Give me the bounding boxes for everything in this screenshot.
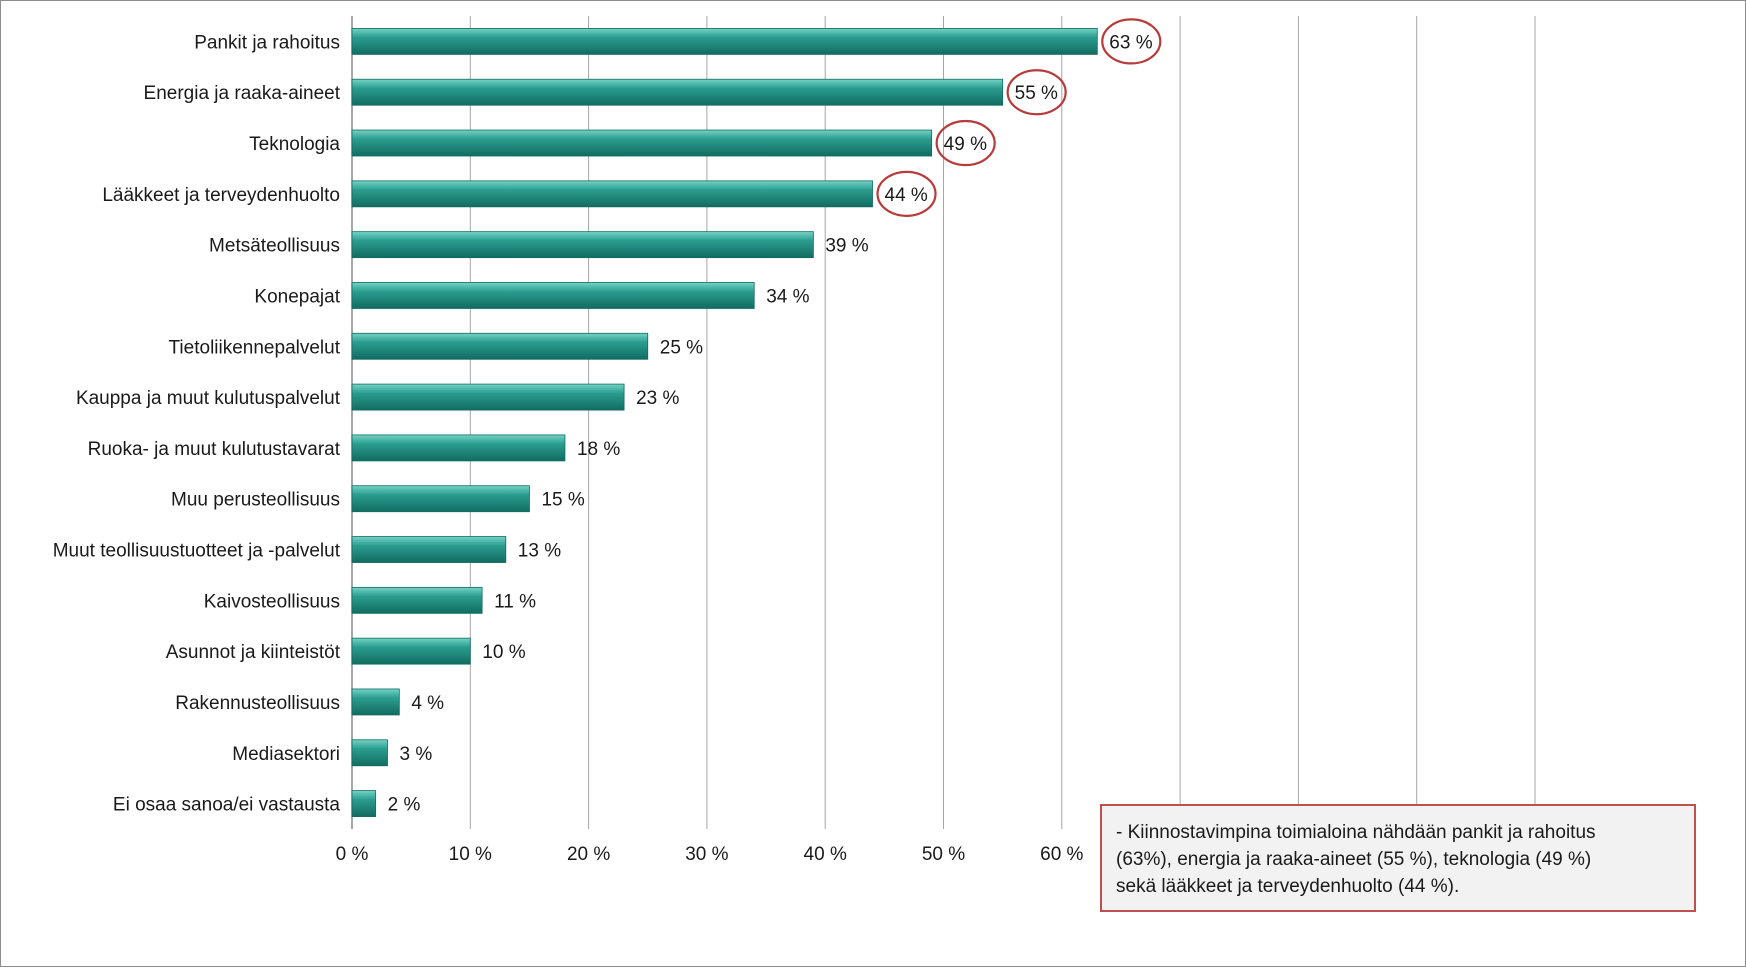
value-label-9: 15 % [541,490,584,511]
x-tick-label-40: 40 % [804,844,847,865]
value-labels: 63 % 55 % 49 % 44 % 39 % 34 % 25 % 23 % 18 % 15 %… [388,18,1162,816]
bar-0 [351,28,1098,55]
value-label-7: 23 % [636,388,679,409]
category-label-0: Pankit ja rahoitus [194,32,340,53]
category-label-14: Mediasektori [232,744,340,765]
category-label-3: Lääkkeet ja terveydenhuolto [102,185,340,206]
bars [351,28,1098,817]
category-label-5: Konepajat [254,286,340,307]
value-label-14: 3 % [399,744,432,765]
value-label-8: 18 % [577,439,620,460]
x-tick-label-30: 30 % [685,844,728,865]
category-label-1: Energia ja raaka-aineet [144,83,341,104]
value-label-11: 11 % [494,591,536,612]
value-label-6: 25 % [660,337,703,358]
bar-1 [351,78,1004,106]
highlight-circle-1 [1006,69,1067,116]
bar-2 [351,129,933,157]
value-label-12: 10 % [482,642,525,663]
category-label-6: Tietoliikennepalvelut [169,337,341,358]
bar-6 [351,332,649,360]
bar-3 [351,180,873,208]
category-label-7: Kauppa ja muut kulutuspalvelut [76,388,341,409]
bar-9 [351,485,530,513]
x-tick-label-60: 60 % [1040,844,1083,865]
highlight-circle-0 [1101,18,1162,65]
annotation-line: (63%), energia ja raaka-aineet (55 %), t… [1116,849,1592,870]
category-label-8: Ruoka- ja muut kulutustavarat [88,439,341,460]
bar-5 [351,282,755,309]
category-label-9: Muu perusteollisuus [171,490,340,511]
bar-14 [351,739,388,767]
annotation-line: - Kiinnostavimpina toimialoina nähdään p… [1116,822,1596,843]
x-tick-label-10: 10 % [449,844,492,865]
x-tick-label-20: 20 % [567,844,610,865]
value-label-3: 44 % [885,185,928,206]
bar-4 [351,231,814,259]
bar-15 [351,790,377,817]
category-label-12: Asunnot ja kiinteistöt [166,642,341,663]
category-labels: Pankit ja rahoitus Energia ja raaka-ainee… [53,32,341,815]
bar-13 [351,688,400,716]
bar-10 [351,536,507,563]
value-label-0: 63 % [1109,32,1152,53]
highlight-circle-3 [876,170,937,217]
annotation-box: - Kiinnostavimpina toimialoina nähdään p… [1100,804,1696,912]
category-label-13: Rakennusteollisuus [175,693,340,714]
x-tick-label-50: 50 % [922,844,965,865]
value-label-1: 55 % [1015,83,1058,104]
value-label-2: 49 % [944,134,987,155]
category-label-11: Kaivosteollisuus [204,591,340,612]
highlight-circle-2 [935,119,996,167]
value-label-10: 13 % [518,541,561,562]
category-label-2: Teknologia [249,134,340,155]
bar-12 [351,637,471,665]
value-label-4: 39 % [825,236,868,257]
x-tick-label-0: 0 % [336,844,369,865]
bar-7 [351,383,625,411]
category-label-10: Muut teollisuustuotteet ja -palvelut [53,541,341,562]
bar-11 [351,586,483,614]
category-label-4: Metsäteollisuus [209,236,340,257]
value-label-13: 4 % [411,693,444,714]
category-label-15: Ei osaa sanoa/ei vastausta [113,795,341,816]
bar-8 [351,434,566,462]
value-label-15: 2 % [388,795,421,816]
annotation-line: sekä lääkkeet ja terveydenhuolto (44 %). [1116,876,1460,897]
value-label-5: 34 % [766,286,809,307]
